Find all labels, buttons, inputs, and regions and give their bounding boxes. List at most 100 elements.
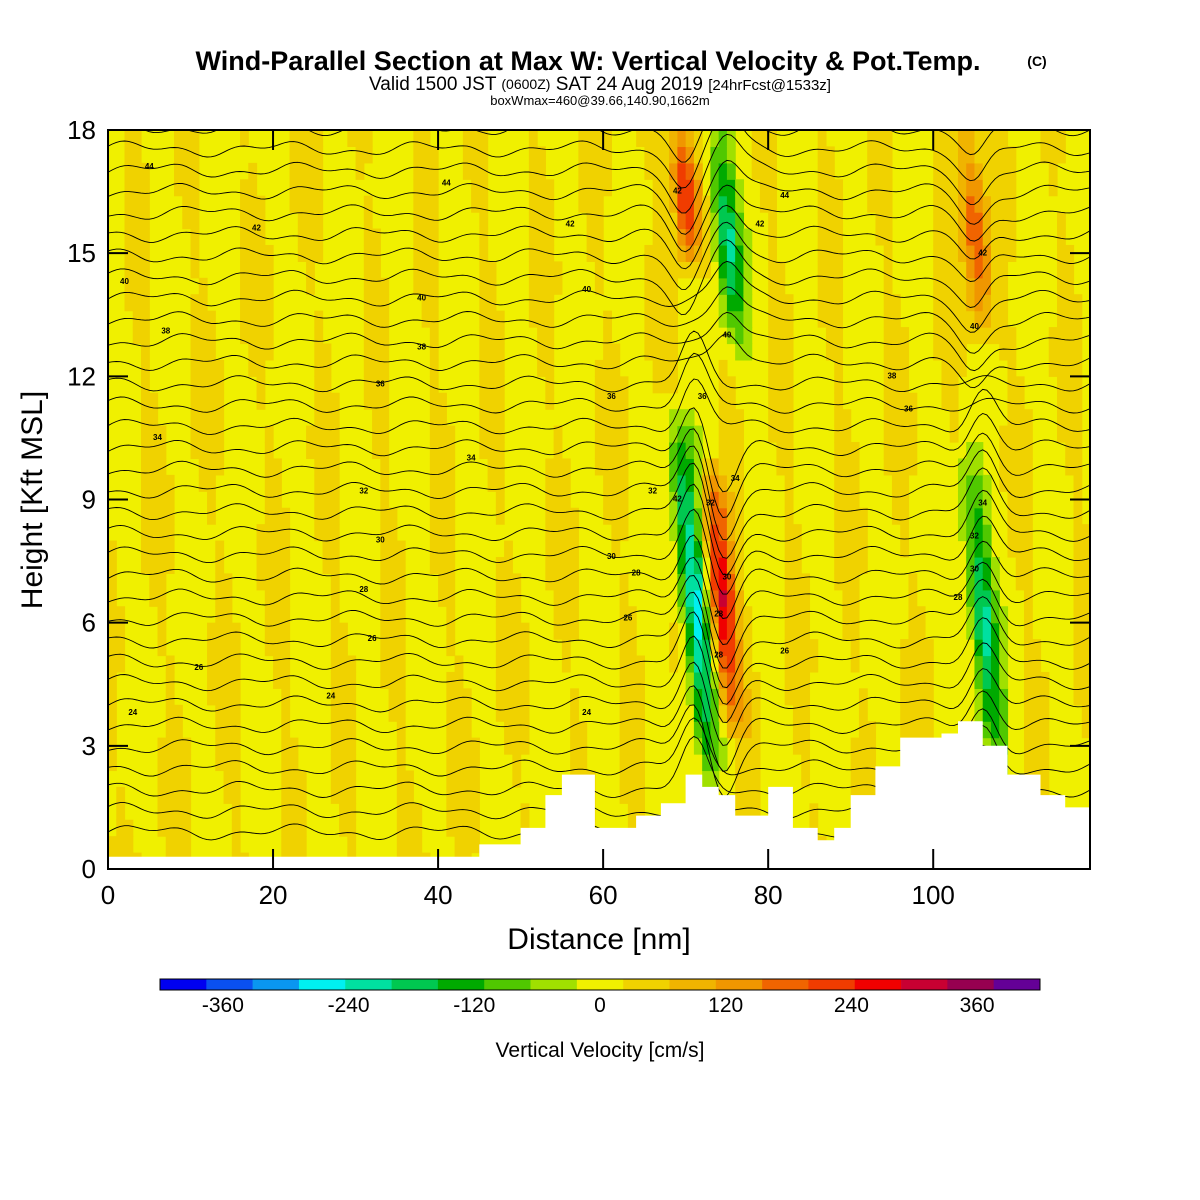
- w-cell: [157, 507, 167, 525]
- w-cell: [429, 442, 439, 460]
- w-cell: [677, 589, 687, 607]
- w-cell: [429, 261, 439, 279]
- w-cell: [330, 540, 340, 558]
- w-cell: [462, 721, 472, 739]
- w-cell: [908, 392, 918, 410]
- w-cell: [297, 195, 307, 213]
- w-cell: [157, 573, 167, 591]
- colorbar-swatch: [854, 979, 902, 990]
- w-cell: [1015, 392, 1025, 410]
- w-cell: [726, 261, 736, 279]
- w-cell: [685, 606, 695, 624]
- w-cell: [306, 195, 315, 213]
- w-cell: [726, 146, 736, 164]
- w-cell: [157, 754, 167, 772]
- w-cell: [273, 507, 282, 525]
- w-cell: [240, 294, 249, 312]
- w-cell: [792, 573, 802, 591]
- w-cell: [495, 343, 505, 361]
- w-cell: [891, 409, 901, 427]
- w-cell: [941, 130, 951, 148]
- w-cell: [891, 425, 901, 443]
- w-cell: [660, 195, 670, 213]
- w-cell: [240, 244, 249, 262]
- w-cell: [322, 343, 332, 361]
- w-cell: [528, 261, 538, 279]
- w-cell: [1032, 704, 1042, 722]
- w-cell: [421, 310, 431, 328]
- w-cell: [545, 261, 555, 279]
- w-cell: [792, 524, 802, 542]
- w-cell: [495, 359, 505, 377]
- w-cell: [297, 212, 307, 230]
- w-cell: [132, 130, 142, 148]
- w-cell: [570, 754, 579, 772]
- w-cell: [165, 786, 175, 804]
- w-cell: [834, 261, 844, 279]
- w-cell: [900, 507, 910, 525]
- w-cell: [908, 606, 918, 624]
- w-cell: [850, 639, 860, 657]
- w-cell: [240, 327, 249, 345]
- w-cell: [974, 228, 984, 246]
- w-cell: [1073, 524, 1083, 542]
- w-cell: [372, 228, 381, 246]
- w-cell: [429, 392, 439, 410]
- w-cell: [784, 343, 794, 361]
- w-cell: [405, 786, 414, 804]
- w-cell: [479, 343, 489, 361]
- w-cell: [619, 655, 629, 673]
- w-cell: [916, 622, 926, 640]
- w-cell: [165, 524, 175, 542]
- w-cell: [223, 721, 233, 739]
- w-cell: [1073, 474, 1083, 492]
- w-cell: [735, 507, 745, 525]
- w-cell: [165, 540, 175, 558]
- w-cell: [652, 195, 662, 213]
- w-cell: [1081, 721, 1090, 739]
- w-cell: [273, 458, 282, 476]
- w-cell: [1015, 442, 1025, 460]
- w-cell: [1007, 524, 1017, 542]
- w-cell: [710, 688, 720, 706]
- w-cell: [215, 622, 225, 640]
- w-cell: [999, 688, 1009, 706]
- w-cell: [545, 327, 555, 345]
- w-cell: [330, 409, 340, 427]
- w-cell: [372, 392, 381, 410]
- w-cell: [867, 737, 877, 755]
- w-cell: [735, 704, 745, 722]
- w-cell: [495, 392, 505, 410]
- w-cell: [495, 606, 505, 624]
- w-cell: [281, 671, 291, 689]
- w-cell: [495, 327, 505, 345]
- w-cell: [380, 277, 390, 295]
- w-cell: [537, 343, 546, 361]
- colorbar: [159, 978, 1041, 991]
- w-cell: [347, 688, 357, 706]
- w-cell: [141, 474, 150, 492]
- y-tick-label: 12: [67, 361, 96, 391]
- w-cell: [693, 721, 703, 739]
- w-cell: [570, 524, 579, 542]
- contour-label: 32: [706, 499, 715, 508]
- w-cell: [479, 228, 489, 246]
- w-cell: [124, 179, 134, 197]
- w-cell: [388, 704, 398, 722]
- w-cell: [207, 409, 216, 427]
- w-cell: [685, 228, 695, 246]
- w-cell: [520, 704, 530, 722]
- w-cell: [462, 162, 472, 180]
- w-cell: [388, 573, 398, 591]
- w-cell: [743, 655, 753, 673]
- w-cell: [446, 803, 456, 821]
- w-cell: [982, 491, 992, 509]
- w-cell: [990, 573, 1000, 591]
- w-cell: [652, 343, 662, 361]
- w-cell: [941, 277, 951, 295]
- w-cell: [957, 179, 967, 197]
- w-cell: [273, 491, 282, 509]
- w-cell: [446, 491, 456, 509]
- w-cell: [1032, 655, 1042, 673]
- w-cell: [446, 639, 456, 657]
